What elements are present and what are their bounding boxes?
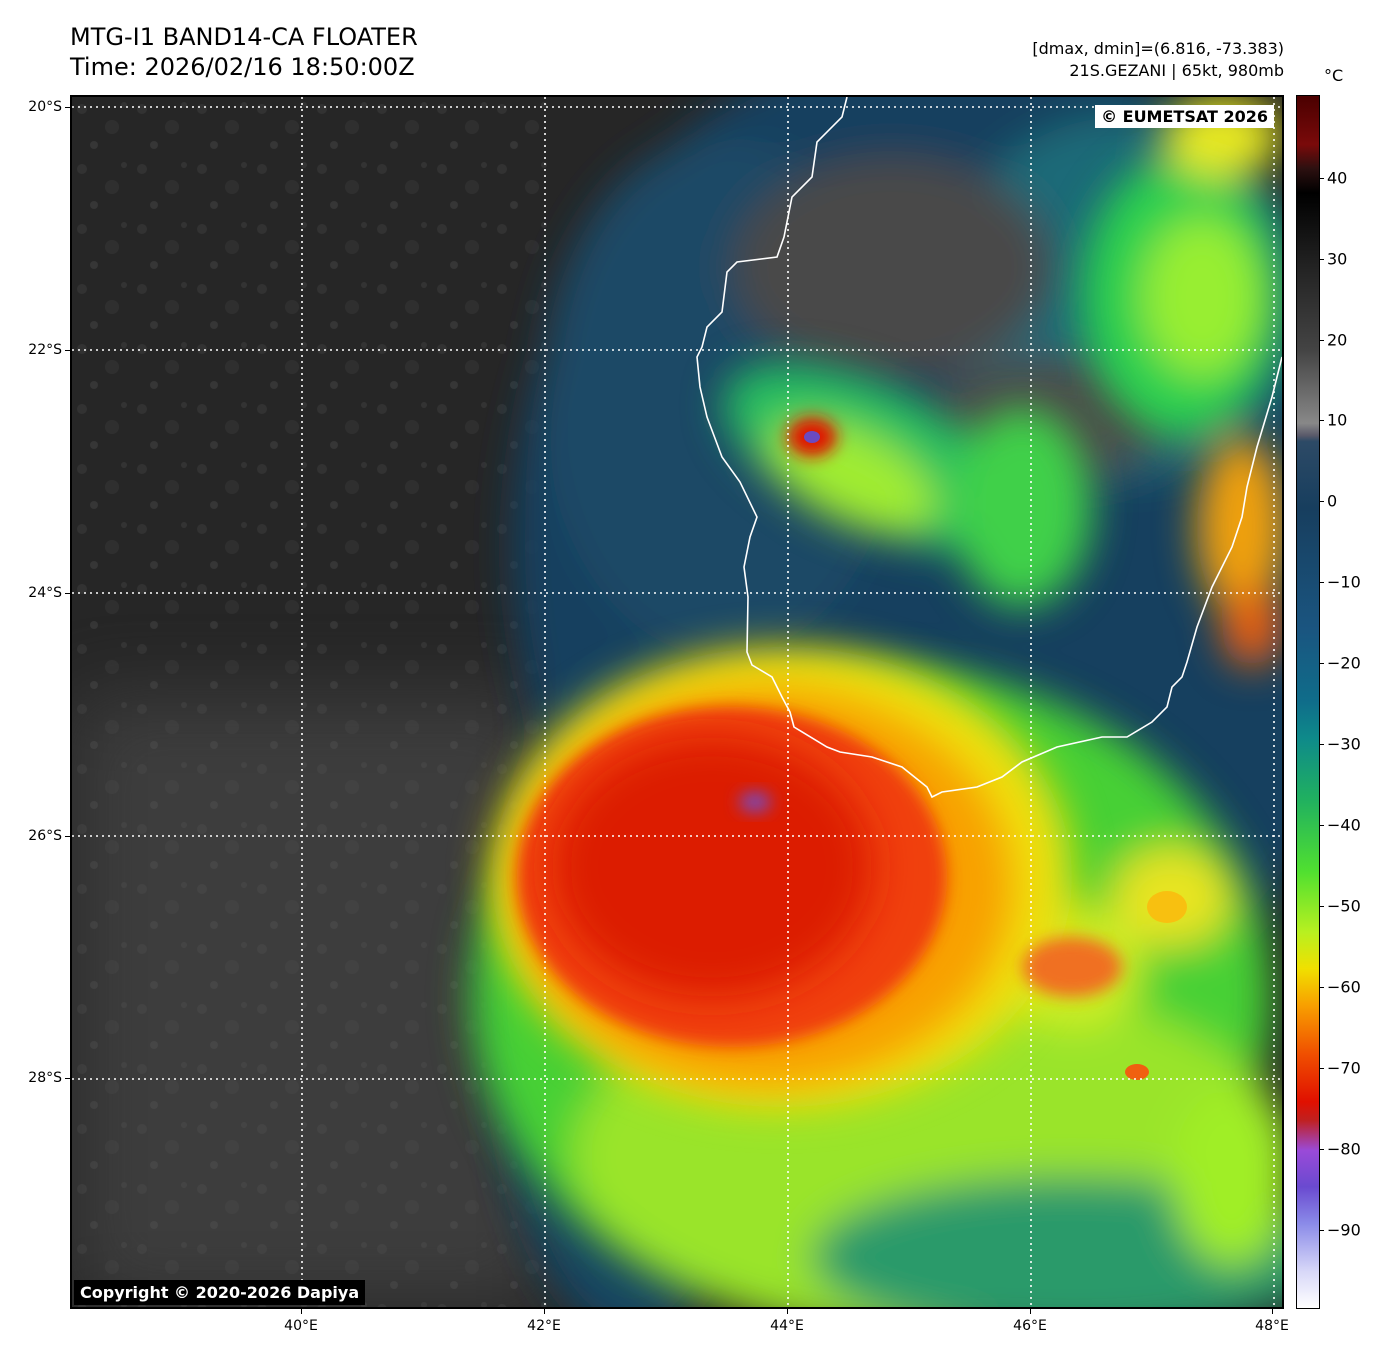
lat-tick bbox=[65, 836, 70, 837]
colorbar-label: −80 bbox=[1327, 1139, 1361, 1159]
colorbar-tick bbox=[1320, 582, 1324, 583]
lon-tick bbox=[787, 1309, 788, 1314]
colorbar-tick bbox=[1320, 744, 1324, 745]
lat-tick bbox=[65, 107, 70, 108]
colorbar-label: −40 bbox=[1327, 815, 1361, 835]
colorbar-label: −90 bbox=[1327, 1220, 1361, 1240]
colorbar-tick bbox=[1320, 906, 1324, 907]
lon-tick bbox=[544, 1309, 545, 1314]
lon-label-42: 42°E bbox=[527, 1318, 561, 1334]
figure-title: MTG-I1 BAND14-CA FLOATER Time: 2026/02/1… bbox=[70, 22, 418, 82]
colorbar-label: 30 bbox=[1327, 249, 1348, 269]
colorbar-label: −20 bbox=[1327, 653, 1361, 673]
colorbar-label: 0 bbox=[1327, 491, 1338, 511]
title-product: MTG-I1 BAND14-CA FLOATER bbox=[70, 23, 418, 51]
lat-label-26: 26°S bbox=[28, 828, 62, 844]
lon-label-44: 44°E bbox=[770, 1318, 804, 1334]
colorbar-tick bbox=[1320, 501, 1324, 502]
central-dense-overcast bbox=[492, 417, 1187, 1107]
title-time: Time: 2026/02/16 18:50:00Z bbox=[70, 53, 415, 81]
lat-label-24: 24°S bbox=[28, 585, 62, 601]
colorbar-label: −10 bbox=[1327, 572, 1361, 592]
colorbar-label: 20 bbox=[1327, 330, 1348, 350]
meta-range: [dmax, dmin]=(6.816, -73.383) bbox=[1032, 39, 1284, 58]
graticule bbox=[72, 97, 1282, 1307]
lon-tick bbox=[301, 1309, 302, 1314]
lon-label-46: 46°E bbox=[1013, 1318, 1047, 1334]
colorbar-label: 40 bbox=[1327, 168, 1348, 188]
lon-label-40: 40°E bbox=[284, 1318, 318, 1334]
colorbar-tick bbox=[1320, 987, 1324, 988]
lon-tick bbox=[1272, 1309, 1273, 1314]
lat-tick bbox=[65, 593, 70, 594]
colorbar-tick bbox=[1320, 663, 1324, 664]
colorbar-tick bbox=[1320, 1149, 1324, 1150]
colorbar-tick bbox=[1320, 420, 1324, 421]
copyright-label: Copyright © 2020-2026 Dapiya bbox=[74, 1280, 366, 1305]
colorbar-tick bbox=[1320, 340, 1324, 341]
lat-label-28: 28°S bbox=[28, 1070, 62, 1086]
eumetsat-badge: © EUMETSAT 2026 bbox=[1095, 105, 1274, 128]
colorbar-tick bbox=[1320, 1230, 1324, 1231]
lat-label-22: 22°S bbox=[28, 342, 62, 358]
colorbar-label: 10 bbox=[1327, 410, 1348, 430]
colorbar-tick bbox=[1320, 825, 1324, 826]
lat-tick bbox=[65, 1078, 70, 1079]
southern-gray-haze bbox=[72, 697, 552, 1307]
satellite-map: © EUMETSAT 2026 Copyright © 2020-2026 Da… bbox=[70, 95, 1284, 1309]
lat-label-20: 20°S bbox=[28, 99, 62, 115]
colorbar-tick bbox=[1320, 259, 1324, 260]
imagery-layer bbox=[72, 97, 1282, 1307]
colorbar-label: −70 bbox=[1327, 1058, 1361, 1078]
meta-storm: 21S.GEZANI | 65kt, 980mb bbox=[1069, 61, 1284, 80]
colorbar-tick bbox=[1320, 1068, 1324, 1069]
colorbar-tick bbox=[1320, 178, 1324, 179]
coastline bbox=[696, 97, 1282, 799]
colorbar-label: −60 bbox=[1327, 977, 1361, 997]
lat-tick bbox=[65, 350, 70, 351]
colorbar-label: −50 bbox=[1327, 896, 1361, 916]
lon-tick bbox=[1030, 1309, 1031, 1314]
figure-meta: [dmax, dmin]=(6.816, -73.383) 21S.GEZANI… bbox=[1032, 38, 1284, 82]
lon-label-48: 48°E bbox=[1255, 1318, 1289, 1334]
colorbar bbox=[1296, 95, 1320, 1309]
colorbar-label: −30 bbox=[1327, 734, 1361, 754]
colorbar-unit: °C bbox=[1324, 66, 1344, 85]
